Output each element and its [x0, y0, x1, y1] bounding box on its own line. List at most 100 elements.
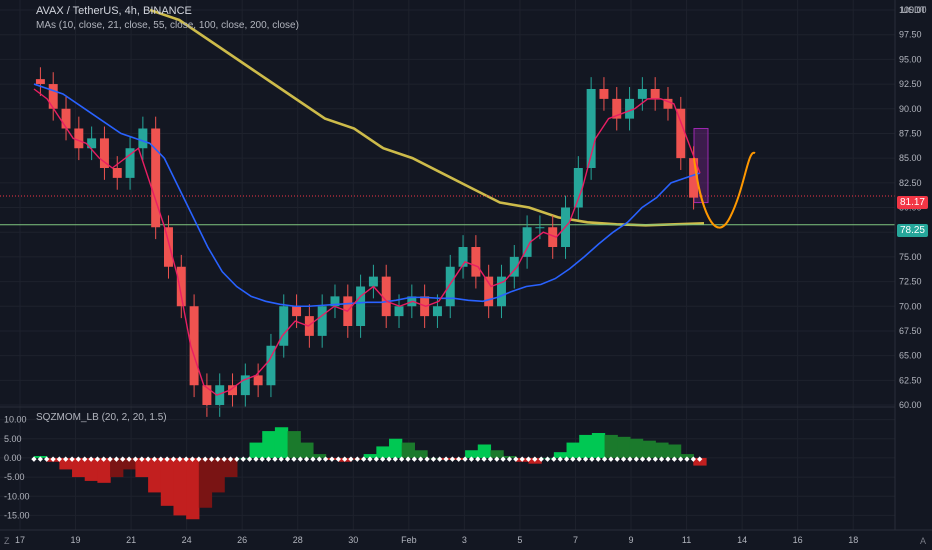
candle-body	[48, 84, 58, 109]
candle-body	[663, 98, 673, 109]
momentum-bar	[186, 457, 200, 520]
momentum-bar	[439, 457, 454, 460]
time-tick-label: 21	[126, 535, 136, 545]
squeeze-dot: ◆	[500, 455, 506, 463]
squeeze-dot: ◆	[260, 455, 266, 463]
momentum-bar	[236, 457, 251, 459]
candle-body	[599, 89, 609, 99]
candle-body	[240, 375, 250, 396]
squeeze-dot: ◆	[659, 455, 665, 463]
momentum-bar	[211, 457, 225, 493]
momentum-tick-label: -5.00	[4, 472, 25, 482]
momentum-bar	[566, 442, 580, 458]
chart-title[interactable]: AVAX / TetherUS, 4h, BINANCE	[36, 5, 192, 17]
momentum-bar	[84, 457, 98, 481]
squeeze-dot: ◆	[481, 455, 487, 463]
squeeze-dot: ◆	[678, 455, 684, 463]
candle-body	[458, 247, 468, 267]
time-tick-label: 18	[848, 535, 858, 545]
squeeze-dot: ◆	[63, 455, 69, 463]
momentum-histogram: ◆ ◆ ◆ ◆ ◆ ◆ ◆ ◆ ◆ ◆ ◆ ◆ ◆ ◆ ◆ ◆ ◆ ◆ ◆ ◆ ◆ ◆ ◆ ◆ ◆ ◆ ◆ ◆ ◆ ◆ ◆ ◆ ◆ ◆ ◆ ◆ ◆ ◆ ◆ ◆…	[31, 427, 707, 520]
price-tick-label: 67.50	[899, 326, 922, 336]
time-tick-label: 24	[182, 535, 192, 545]
momentum-bar	[579, 434, 593, 458]
ma-10-path	[33, 88, 701, 396]
candle-body	[266, 345, 276, 386]
squeeze-dot: ◆	[95, 455, 101, 463]
squeeze-dot: ◆	[114, 455, 120, 463]
squeeze-dot: ◆	[589, 455, 595, 463]
candle-body	[292, 306, 302, 317]
squeeze-dot: ◆	[653, 455, 659, 463]
price-tick-label: 95.00	[899, 54, 922, 64]
candle-body	[612, 98, 622, 119]
momentum-bar	[46, 457, 60, 462]
squeeze-dot: ◆	[329, 455, 335, 463]
momentum-tick-label: 0.00	[4, 453, 22, 463]
ma-200-line	[149, 8, 705, 227]
price-tick-label: 85.00	[899, 153, 922, 163]
candle-body	[496, 276, 506, 307]
time-tick-label: 17	[15, 535, 25, 545]
squeeze-dot: ◆	[431, 455, 437, 463]
candle-body	[61, 108, 71, 129]
candle-body	[381, 276, 391, 317]
squeeze-dot: ◆	[519, 455, 525, 463]
time-tick-label: 26	[237, 535, 247, 545]
candle-body	[163, 227, 173, 267]
price-tick-label: 72.50	[899, 277, 922, 287]
squeeze-dot: ◆	[82, 455, 88, 463]
squeeze-dot: ◆	[513, 455, 519, 463]
squeeze-dot: ◆	[177, 455, 183, 463]
squeeze-dot: ◆	[50, 455, 56, 463]
momentum-bar	[604, 434, 618, 458]
price-tick-label: 87.50	[899, 128, 922, 138]
candle-body	[445, 266, 455, 307]
squeeze-dot: ◆	[171, 455, 177, 463]
price-tick-label: 100.00	[899, 5, 927, 15]
ma-55-path	[33, 83, 701, 308]
squeeze-dot: ◆	[380, 455, 386, 463]
momentum-bar	[401, 442, 415, 458]
squeeze-dot: ◆	[691, 455, 697, 463]
candle-body	[330, 296, 340, 307]
squeeze-dot: ◆	[298, 455, 304, 463]
indicator-legend[interactable]: SQZMOM_LB (20, 2, 20, 1.5)	[36, 412, 167, 423]
squeeze-dot: ◆	[272, 455, 278, 463]
time-tick-label: 9	[629, 535, 634, 545]
price-tick-label: 60.00	[899, 400, 922, 410]
ma-legend[interactable]: MAs (10, close, 21, close, 55, close, 10…	[36, 20, 299, 31]
ma-55-line	[33, 83, 701, 308]
candle-body	[228, 385, 238, 396]
candle-body	[368, 276, 378, 287]
time-tick-label: Feb	[401, 535, 417, 545]
timezone-button[interactable]: Z	[4, 536, 10, 546]
squeeze-dot: ◆	[342, 455, 348, 463]
time-tick-label: 28	[293, 535, 303, 545]
auto-scale-button[interactable]: A	[919, 536, 926, 546]
squeeze-dot: ◆	[88, 455, 94, 463]
momentum-tick-label: 5.00	[4, 434, 22, 444]
candle-body	[176, 266, 186, 307]
momentum-tick-label: -15.00	[4, 510, 30, 520]
squeeze-dot: ◆	[532, 455, 538, 463]
squeeze-dot: ◆	[437, 455, 443, 463]
price-tick-label: 82.50	[899, 178, 922, 188]
momentum-bar	[72, 457, 86, 478]
squeeze-dot: ◆	[152, 455, 158, 463]
current-price-tag: 81.17	[896, 196, 928, 209]
candle-body	[676, 108, 686, 159]
candle-body	[356, 286, 366, 326]
candle-body	[87, 138, 97, 149]
squeeze-dot: ◆	[405, 455, 411, 463]
candle-body	[432, 306, 442, 317]
candle-body	[215, 385, 225, 405]
momentum-bar	[300, 442, 314, 458]
squeeze-dot: ◆	[697, 455, 703, 463]
momentum-bar	[617, 436, 631, 458]
momentum-bar	[148, 457, 162, 493]
squeeze-dot: ◆	[348, 455, 354, 463]
candle-body	[689, 158, 699, 198]
squeeze-dot: ◆	[247, 455, 253, 463]
